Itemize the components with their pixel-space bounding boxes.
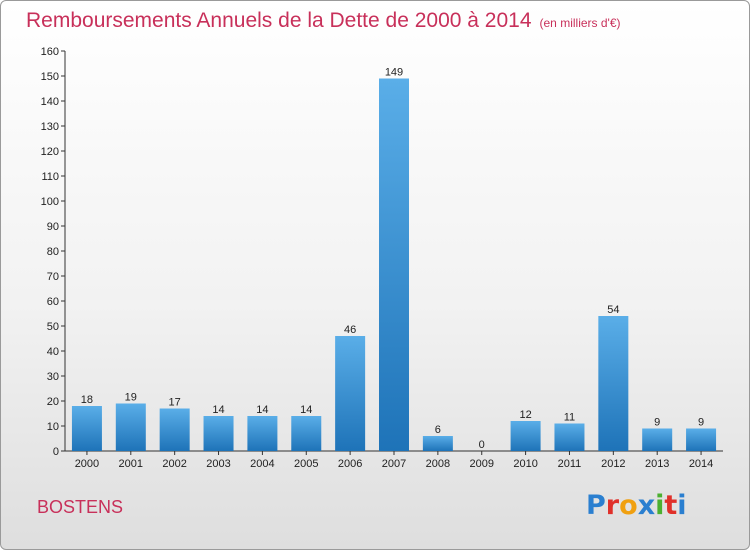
x-tick-label: 2006 [338, 458, 362, 470]
x-tick-label: 2008 [426, 458, 450, 470]
y-tick-label: 10 [47, 421, 59, 433]
bar-2010 [510, 421, 541, 451]
data-label-2004: 14 [256, 404, 268, 416]
logo-letter: r [605, 490, 620, 521]
x-tick-label: 2003 [206, 458, 230, 470]
x-tick-label: 2009 [469, 458, 493, 470]
bar-2003 [203, 416, 234, 451]
bar-2012 [598, 316, 629, 451]
bar-2008 [422, 436, 453, 451]
chart-title-text: Remboursements Annuels de la Dette de 20… [26, 9, 532, 32]
logo-letter: t [664, 490, 678, 521]
y-tick-label: 70 [47, 271, 59, 283]
y-tick-label: 60 [47, 296, 59, 308]
bar-2000 [71, 406, 102, 451]
data-label-2007: 149 [385, 67, 403, 79]
chart-subtitle: (en milliers d'€) [539, 16, 621, 30]
x-tick-label: 2014 [689, 458, 713, 470]
y-tick-label: 150 [41, 71, 59, 83]
x-tick-label: 2012 [601, 458, 625, 470]
y-tick-label: 80 [47, 246, 59, 258]
bar-2011 [554, 423, 585, 451]
y-tick-label: 0 [53, 446, 59, 458]
x-tick-label: 2005 [294, 458, 318, 470]
bar-2014 [686, 428, 717, 451]
bar-2002 [159, 408, 190, 451]
y-tick-label: 160 [41, 46, 59, 58]
y-tick-label: 30 [47, 371, 59, 383]
data-label-2012: 54 [607, 304, 619, 316]
logo-letter: i [655, 490, 665, 521]
logo-letter: x [637, 490, 656, 521]
x-tick-label: 2001 [119, 458, 143, 470]
bar-2013 [642, 428, 673, 451]
data-label-2005: 14 [300, 404, 312, 416]
proxiti-logo: Proxiti [586, 490, 687, 521]
data-label-2002: 17 [169, 397, 181, 409]
y-tick-label: 90 [47, 221, 59, 233]
x-tick-label: 2007 [382, 458, 406, 470]
bar-2005 [291, 416, 322, 451]
logo-letter: P [586, 490, 606, 521]
y-tick-label: 20 [47, 396, 59, 408]
x-tick-label: 2013 [645, 458, 669, 470]
data-label-2001: 19 [125, 392, 137, 404]
bar-2004 [247, 416, 278, 451]
data-label-2009: 0 [479, 439, 485, 451]
y-tick-label: 40 [47, 346, 59, 358]
x-tick-label: 2000 [75, 458, 99, 470]
bar-2006 [335, 336, 366, 451]
data-label-2000: 18 [81, 394, 93, 406]
data-label-2008: 6 [435, 424, 441, 436]
data-label-2003: 14 [212, 404, 224, 416]
y-tick-label: 50 [47, 321, 59, 333]
y-tick-label: 100 [41, 196, 59, 208]
x-tick-label: 2002 [162, 458, 186, 470]
data-label-2011: 11 [564, 412, 575, 424]
y-tick-label: 110 [41, 171, 59, 183]
y-tick-label: 120 [41, 146, 59, 158]
bar-2007 [379, 78, 409, 451]
logo-letter: i [677, 490, 687, 521]
logo-letter: o [619, 490, 638, 521]
city-name: BOSTENS [37, 497, 124, 517]
bar-2001 [115, 403, 146, 451]
x-tick-label: 2010 [513, 458, 537, 470]
y-tick-label: 130 [41, 121, 59, 133]
data-label-2014: 9 [698, 417, 704, 429]
chart-title: Remboursements Annuels de la Dette de 20… [26, 9, 621, 33]
x-tick-label: 2011 [558, 458, 582, 470]
data-label-2013: 9 [654, 417, 660, 429]
data-label-2010: 12 [519, 409, 531, 421]
y-tick-label: 140 [41, 96, 59, 108]
data-label-2006: 46 [344, 324, 356, 336]
x-tick-label: 2004 [250, 458, 274, 470]
